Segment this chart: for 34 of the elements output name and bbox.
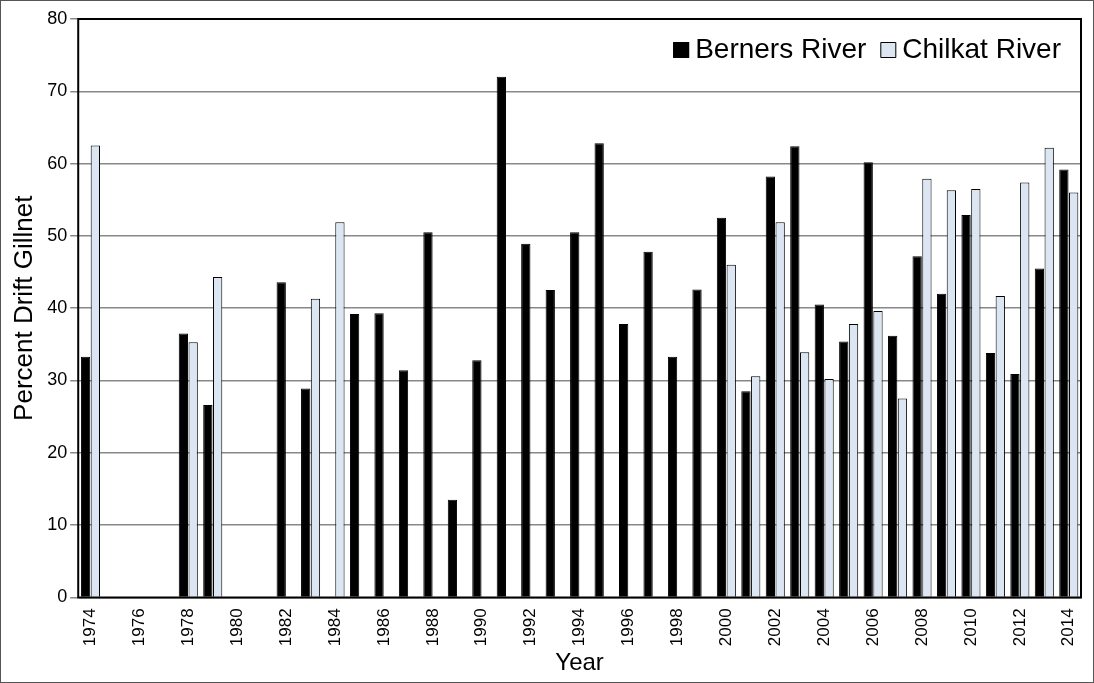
y-tick-label: 50 bbox=[47, 224, 68, 245]
x-tick-label: 2008 bbox=[911, 608, 931, 647]
x-axis-title: Year bbox=[555, 648, 604, 676]
x-tick-label: 1990 bbox=[471, 608, 491, 647]
x-tick-label: 2002 bbox=[764, 608, 784, 647]
x-tick-label: 1980 bbox=[226, 608, 246, 647]
x-tick-label: 1992 bbox=[520, 608, 540, 647]
y-tick-label: 10 bbox=[47, 514, 68, 535]
x-tick-label: 2012 bbox=[1009, 608, 1029, 647]
x-tick-label: 1998 bbox=[667, 608, 687, 647]
x-tick-label: 2004 bbox=[813, 608, 833, 647]
y-tick-label: 60 bbox=[47, 152, 68, 173]
legend-label: Chilkat River bbox=[902, 32, 1061, 64]
y-tick-label: 40 bbox=[47, 297, 68, 318]
x-tick-label: 1988 bbox=[422, 608, 442, 647]
y-tick-label: 0 bbox=[57, 586, 68, 607]
x-tick-label: 1984 bbox=[324, 608, 344, 647]
x-tick-label: 1976 bbox=[129, 608, 149, 647]
x-tick-label: 2006 bbox=[862, 608, 882, 647]
x-tick-label: 2014 bbox=[1058, 608, 1078, 647]
x-tick-label: 1986 bbox=[373, 608, 393, 647]
x-tick-label: 2000 bbox=[716, 608, 736, 647]
y-tick-label: 70 bbox=[47, 80, 68, 101]
y-axis-title: Percent Drift Gillnet bbox=[7, 194, 38, 421]
y-tick-label: 80 bbox=[47, 7, 68, 28]
y-tick-label: 20 bbox=[47, 441, 68, 462]
y-tick-label: 30 bbox=[47, 369, 68, 390]
x-tick-label: 1996 bbox=[618, 608, 638, 647]
x-tick-label: 1982 bbox=[275, 608, 295, 647]
x-tick-label: 1974 bbox=[80, 608, 100, 647]
x-tick-label: 2010 bbox=[960, 608, 980, 647]
legend-label: Berners River bbox=[695, 32, 867, 64]
x-tick-label: 1994 bbox=[569, 608, 589, 647]
x-tick-label: 1978 bbox=[177, 608, 197, 647]
